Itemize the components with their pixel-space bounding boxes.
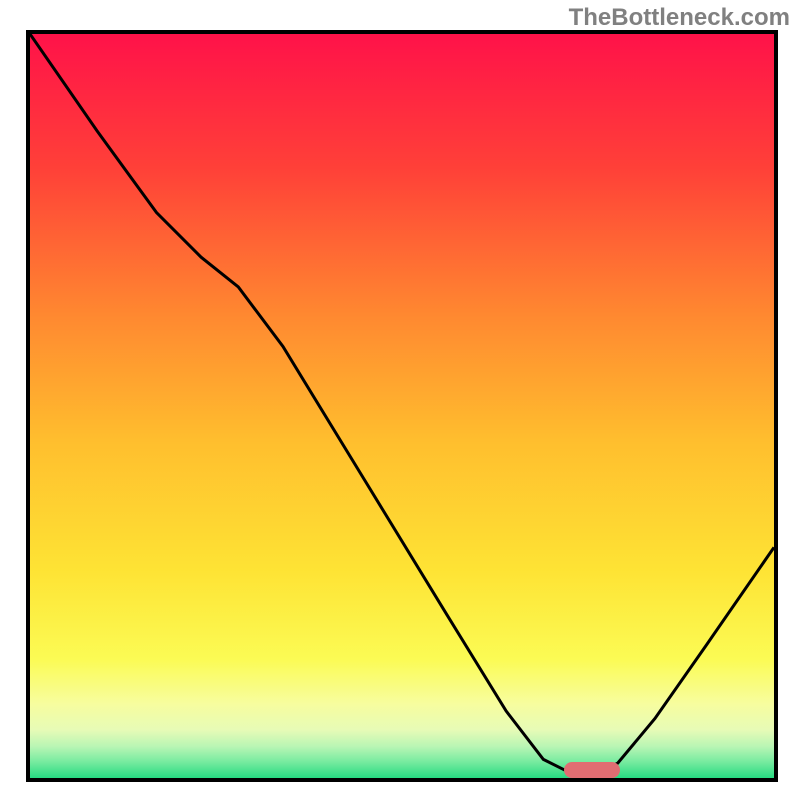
curve-line (30, 34, 774, 778)
watermark-label: TheBottleneck.com (569, 4, 790, 32)
plot-area (26, 30, 778, 782)
optimum-marker (564, 762, 620, 778)
chart-container: TheBottleneck.com (0, 0, 800, 800)
